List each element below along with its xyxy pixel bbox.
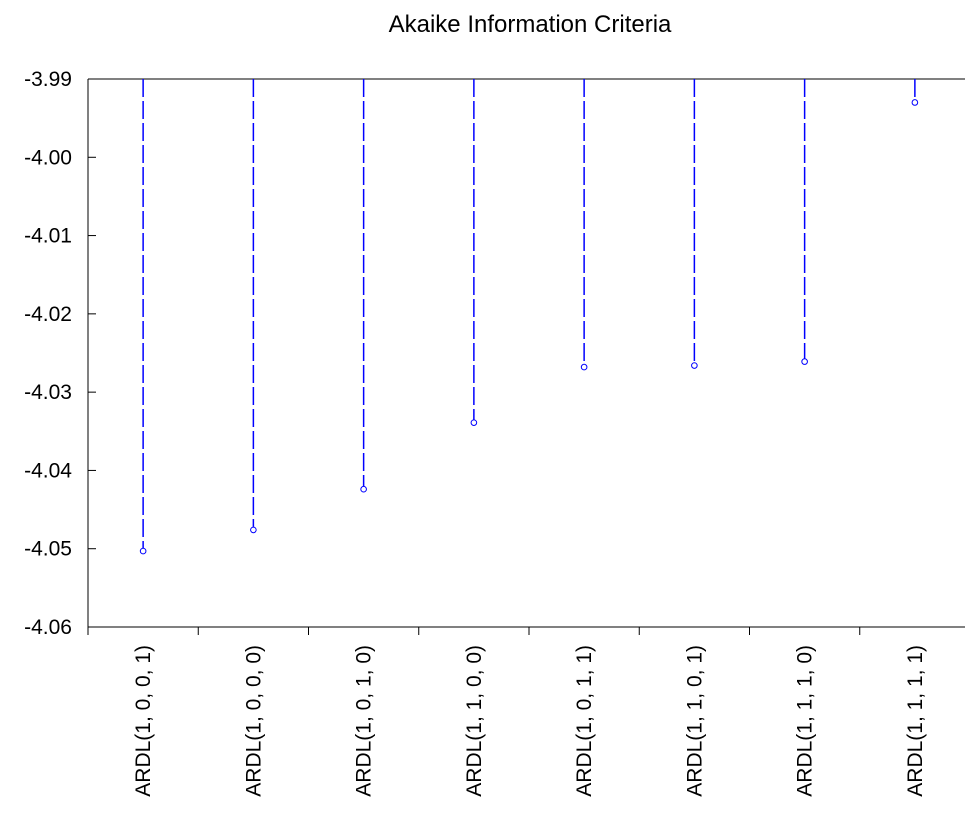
marks-layer [139, 79, 919, 555]
x-tick-label: ARDL(1, 1, 0, 0) [463, 645, 486, 797]
x-tick-label: ARDL(1, 0, 1, 1) [573, 645, 596, 797]
data-point [911, 99, 919, 106]
x-tick-label: ARDL(1, 1, 1, 0) [794, 645, 817, 797]
x-tick-label: ARDL(1, 0, 1, 0) [353, 645, 376, 797]
y-tick-label: -4.06 [24, 616, 72, 639]
y-tick-label: -4.05 [24, 538, 72, 561]
data-point [580, 363, 588, 371]
y-tick-label: -4.00 [24, 146, 72, 169]
data-point [139, 547, 147, 555]
data-point [470, 419, 478, 426]
y-tick-label: -4.03 [24, 381, 72, 404]
y-tick-label: -4.04 [24, 459, 72, 482]
data-point [691, 362, 698, 369]
data-point [360, 485, 367, 493]
labels-layer: -3.99 -4.00 -4.01 -4.02 -4.03 -4.04 -4.05 -4.06… [24, 68, 927, 797]
data-point [250, 526, 257, 534]
data-point [801, 358, 808, 365]
y-tick-label: -3.99 [24, 68, 72, 91]
x-tick-label: ARDL(1, 1, 0, 1) [683, 645, 706, 797]
axes-layer [87, 78, 965, 635]
y-tick-label: -4.01 [24, 225, 72, 248]
x-tick-label: ARDL(1, 0, 0, 1) [132, 645, 155, 797]
x-tick-label: ARDL(1, 1, 1, 1) [904, 645, 927, 797]
chart-title: Akaike Information Criteria [389, 11, 672, 38]
x-tick-label: ARDL(1, 0, 0, 0) [242, 645, 265, 797]
y-tick-label: -4.02 [24, 303, 72, 326]
